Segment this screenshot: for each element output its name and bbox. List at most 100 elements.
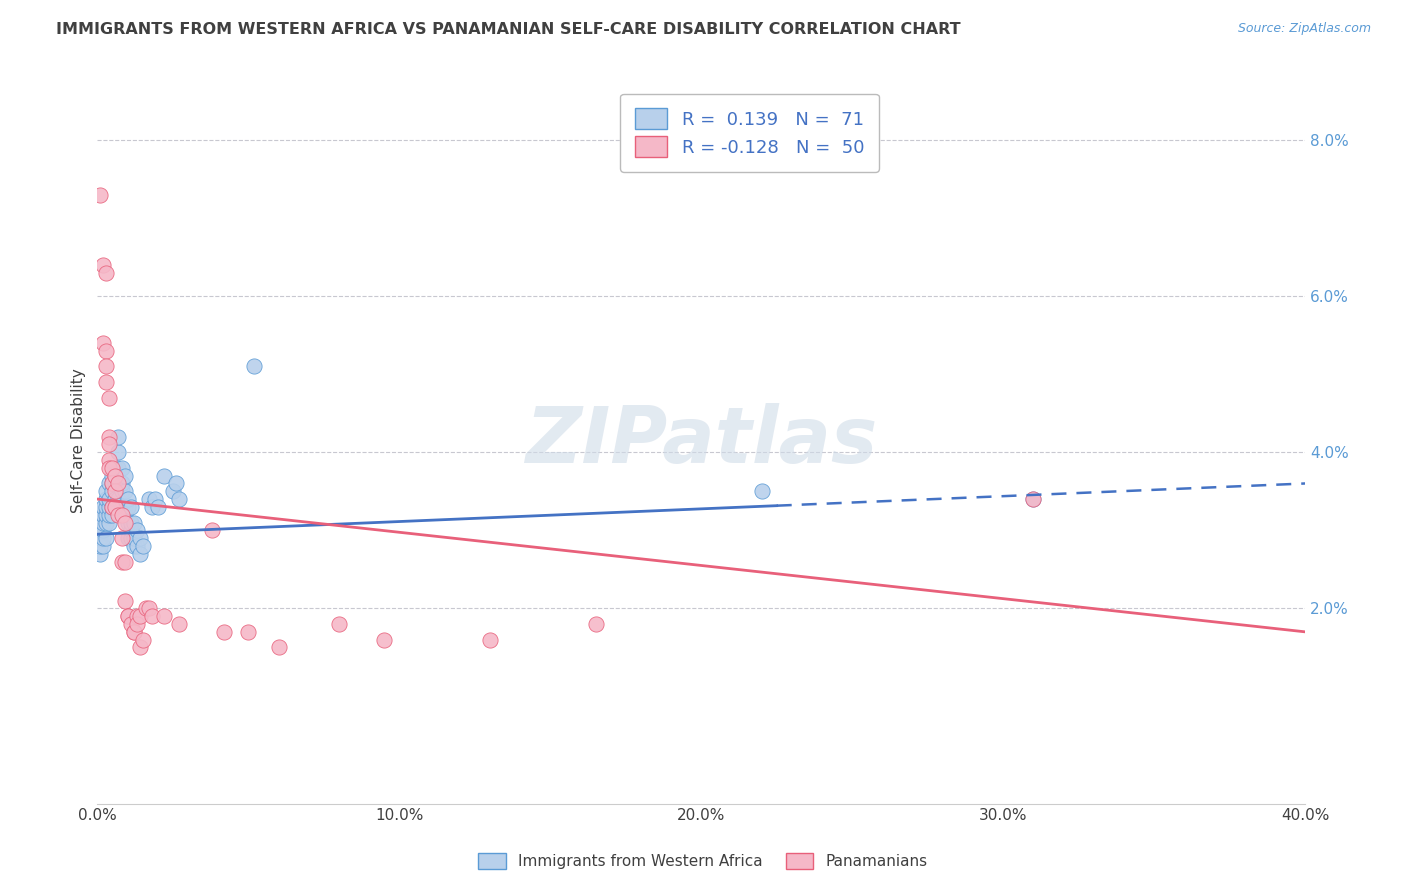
Point [104, 484, 127, 499]
Point [122, 624, 145, 639]
Point [98, 453, 121, 467]
Point [93, 516, 115, 530]
Point [267, 640, 290, 655]
Point [143, 492, 166, 507]
Point [101, 508, 124, 522]
Point [114, 516, 136, 530]
Point [131, 539, 153, 553]
Point [114, 484, 136, 499]
Point [110, 461, 132, 475]
Point [96, 516, 118, 530]
Point [96, 531, 118, 545]
Point [585, 617, 607, 632]
Point [98, 508, 121, 522]
Point [122, 516, 145, 530]
Point [93, 531, 115, 545]
Point [98, 429, 121, 443]
Point [167, 617, 190, 632]
Point [93, 500, 115, 514]
Point [104, 492, 127, 507]
Point [122, 531, 145, 545]
Point [98, 476, 121, 491]
Point [107, 492, 129, 507]
Point [107, 429, 129, 443]
Point [110, 476, 132, 491]
Point [135, 601, 157, 615]
Point [104, 500, 127, 514]
Point [107, 445, 129, 459]
Point [167, 492, 190, 507]
Point [101, 500, 124, 514]
Point [96, 266, 118, 280]
Point [120, 516, 142, 530]
Point [101, 500, 124, 514]
Point [93, 335, 115, 350]
Point [98, 437, 121, 451]
Point [152, 609, 174, 624]
Point [162, 484, 184, 499]
Point [117, 492, 139, 507]
Point [98, 461, 121, 475]
Point [120, 500, 142, 514]
Point [89, 531, 111, 545]
Point [101, 468, 124, 483]
Point [146, 500, 169, 514]
Point [96, 508, 118, 522]
Point [101, 484, 124, 499]
Point [101, 476, 124, 491]
Point [89, 547, 111, 561]
Point [114, 468, 136, 483]
Point [114, 508, 136, 522]
Point [89, 539, 111, 553]
Point [110, 508, 132, 522]
Point [98, 516, 121, 530]
Point [117, 531, 139, 545]
Point [93, 508, 115, 522]
Y-axis label: Self-Care Disability: Self-Care Disability [72, 368, 86, 513]
Point [152, 468, 174, 483]
Point [93, 524, 115, 538]
Point [104, 461, 127, 475]
Point [96, 375, 118, 389]
Point [114, 500, 136, 514]
Point [93, 258, 115, 272]
Text: ZIPatlas: ZIPatlas [524, 402, 877, 478]
Point [107, 476, 129, 491]
Point [117, 500, 139, 514]
Point [165, 476, 187, 491]
Point [110, 500, 132, 514]
Point [751, 484, 773, 499]
Point [125, 539, 148, 553]
Point [117, 516, 139, 530]
Point [120, 524, 142, 538]
Point [96, 359, 118, 374]
Point [128, 609, 150, 624]
Point [101, 461, 124, 475]
Point [120, 617, 142, 632]
Point [96, 492, 118, 507]
Point [122, 539, 145, 553]
Point [98, 492, 121, 507]
Point [1022, 492, 1045, 507]
Point [138, 492, 160, 507]
Point [212, 624, 235, 639]
Point [98, 391, 121, 405]
Text: Source: ZipAtlas.com: Source: ZipAtlas.com [1237, 22, 1371, 36]
Point [373, 632, 395, 647]
Point [96, 500, 118, 514]
Point [125, 609, 148, 624]
Point [131, 632, 153, 647]
Point [110, 531, 132, 545]
Point [110, 484, 132, 499]
Point [125, 617, 148, 632]
Point [238, 624, 260, 639]
Point [107, 476, 129, 491]
Point [96, 484, 118, 499]
Text: IMMIGRANTS FROM WESTERN AFRICA VS PANAMANIAN SELF-CARE DISABILITY CORRELATION CH: IMMIGRANTS FROM WESTERN AFRICA VS PANAMA… [56, 22, 960, 37]
Point [89, 524, 111, 538]
Point [128, 547, 150, 561]
Point [104, 468, 127, 483]
Point [101, 476, 124, 491]
Point [107, 461, 129, 475]
Legend: Immigrants from Western Africa, Panamanians: Immigrants from Western Africa, Panamani… [472, 847, 934, 875]
